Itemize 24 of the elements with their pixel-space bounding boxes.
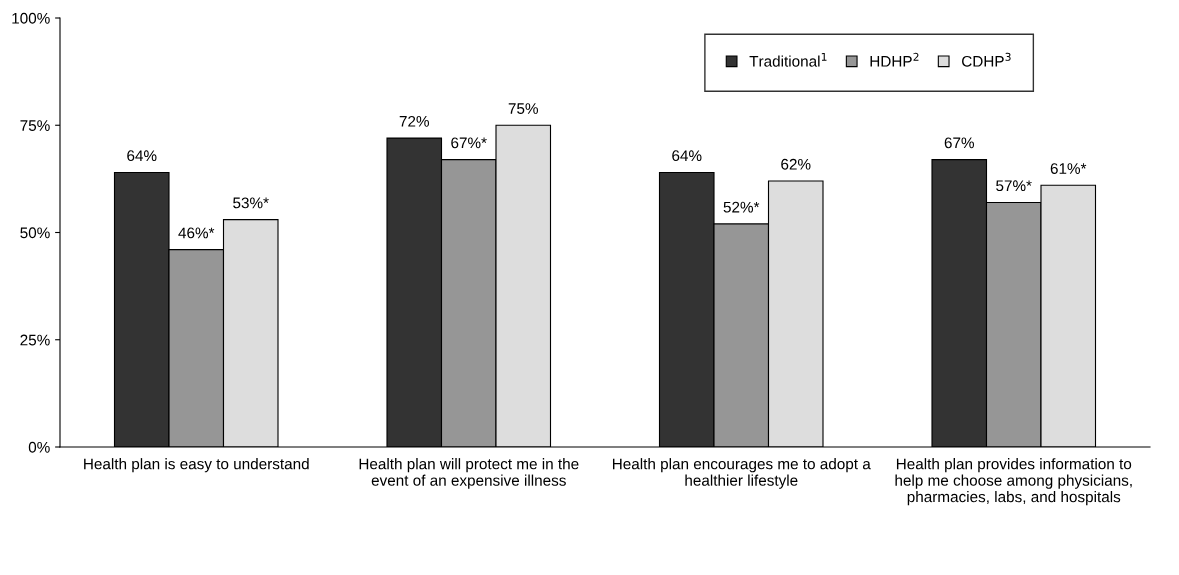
data-label: 64% xyxy=(672,150,702,162)
y-tick-label: 100% xyxy=(12,12,50,24)
x-tick-label: Health plan will protect me in the event of an expensive illness xyxy=(359,458,579,489)
data-label: 72% xyxy=(399,115,429,127)
y-tick-label: 75% xyxy=(20,120,50,131)
data-label: 67%* xyxy=(451,137,487,149)
data-label: 52%* xyxy=(723,201,760,213)
data-label: 62% xyxy=(781,158,811,170)
data-label: 75% xyxy=(508,103,538,114)
data-label: 46%* xyxy=(178,227,215,239)
data-label: 53%* xyxy=(233,197,269,209)
data-label: 67% xyxy=(944,137,974,149)
x-tick-label: Health plan provides information to help me choose among physicians, pharmacies, labs, and hospitals xyxy=(895,458,1132,506)
y-tick-label: 0% xyxy=(28,441,50,453)
data-label: 57%* xyxy=(996,180,1032,192)
legend-label: CDHP$^{3}$ xyxy=(962,52,1011,67)
x-tick-label: Health plan encourages me to adopt a healthier lifestyle xyxy=(612,458,871,489)
y-tick-label: 25% xyxy=(20,334,50,346)
legend-label: HDHP$^{2}$ xyxy=(870,52,919,67)
y-tick-label: 50% xyxy=(20,227,50,239)
data-label: 64% xyxy=(127,150,157,162)
legend-label: Traditional$^{1}$ xyxy=(749,52,827,67)
data-label: 61%* xyxy=(1050,163,1087,174)
x-tick-label: Health plan is easy to understand xyxy=(84,458,309,473)
